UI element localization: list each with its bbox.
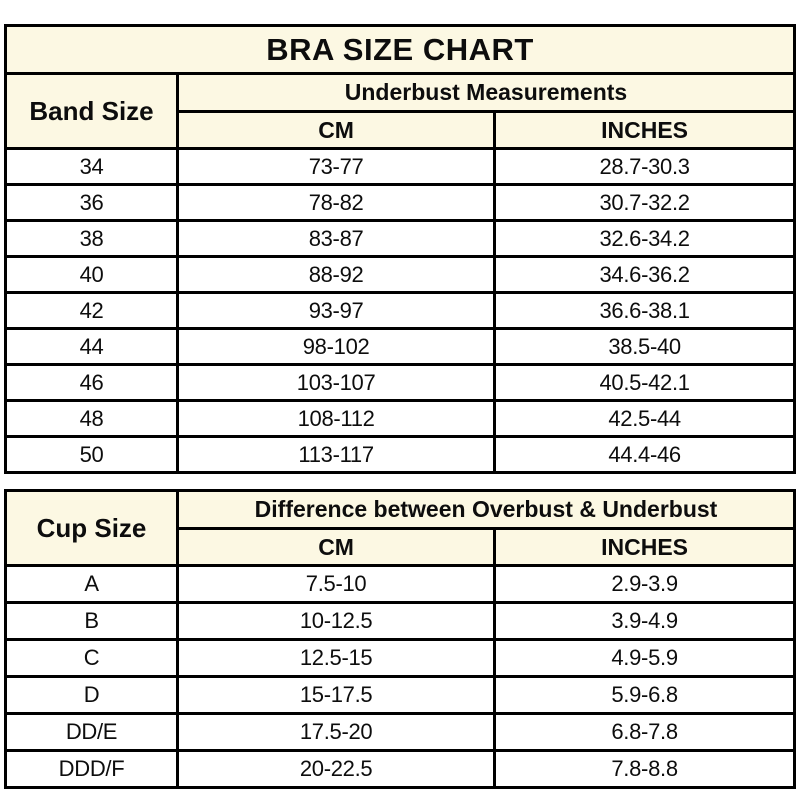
cup-size-table: Cup Size Difference between Overbust & U… [4, 489, 796, 789]
table-row: C 12.5-15 4.9-5.9 [4, 638, 796, 678]
table-row: 42 93-97 36.6-38.1 [4, 291, 796, 330]
band-size-cell: 42 [4, 291, 179, 330]
table-row: 50 113-117 44.4-46 [4, 435, 796, 474]
cm-cell: 20-22.5 [175, 749, 497, 789]
inches-cell: 4.9-5.9 [493, 638, 796, 678]
table-row: 36 78-82 30.7-32.2 [4, 183, 796, 222]
inches-cell: 42.5-44 [493, 399, 796, 438]
inches-cell: 28.7-30.3 [493, 147, 796, 186]
band-size-cell: 44 [4, 327, 179, 366]
cm-cell: 10-12.5 [175, 601, 497, 641]
cup-size-cell: B [4, 601, 179, 641]
inches-cell: 44.4-46 [493, 435, 796, 474]
cm-cell: 103-107 [175, 363, 497, 402]
inches-cell: 36.6-38.1 [493, 291, 796, 330]
cm-cell: 17.5-20 [175, 712, 497, 752]
band-size-cell: 40 [4, 255, 179, 294]
cup-size-cell: A [4, 564, 179, 604]
cup-size-cell: DD/E [4, 712, 179, 752]
table-row: 40 88-92 34.6-36.2 [4, 255, 796, 294]
table-row: 48 108-112 42.5-44 [4, 399, 796, 438]
table-row: A 7.5-10 2.9-3.9 [4, 564, 796, 604]
inches-cell: 7.8-8.8 [493, 749, 796, 789]
cm-cell: 93-97 [175, 291, 497, 330]
chart-title: BRA SIZE CHART [4, 24, 796, 75]
table-row: 34 73-77 28.7-30.3 [4, 147, 796, 186]
inches-column-header: INCHES [493, 110, 796, 150]
band-size-cell: 48 [4, 399, 179, 438]
table-row: 44 98-102 38.5-40 [4, 327, 796, 366]
title-row: BRA SIZE CHART [4, 24, 796, 75]
table-row: 46 103-107 40.5-42.1 [4, 363, 796, 402]
sub-header-row: CM INCHES [6, 527, 796, 567]
table-row: DD/E 17.5-20 6.8-7.8 [4, 712, 796, 752]
cm-cell: 88-92 [175, 255, 497, 294]
cm-cell: 7.5-10 [175, 564, 497, 604]
band-size-cell: 34 [4, 147, 179, 186]
band-size-cell: 50 [4, 435, 179, 474]
cup-size-cell: D [4, 675, 179, 715]
cup-size-cell: DDD/F [4, 749, 179, 789]
cm-cell: 113-117 [175, 435, 497, 474]
cm-cell: 108-112 [175, 399, 497, 438]
cm-column-header: CM [175, 110, 497, 150]
cm-cell: 12.5-15 [175, 638, 497, 678]
cm-cell: 78-82 [175, 183, 497, 222]
cm-cell: 73-77 [175, 147, 497, 186]
band-size-table: BRA SIZE CHART Band Size Underbust Measu… [4, 24, 796, 474]
table-row: D 15-17.5 5.9-6.8 [4, 675, 796, 715]
inches-column-header: INCHES [493, 527, 796, 567]
inches-cell: 2.9-3.9 [493, 564, 796, 604]
cm-column-header: CM [175, 527, 497, 567]
group-header-row: Cup Size Difference between Overbust & U… [4, 489, 796, 567]
inches-cell: 3.9-4.9 [493, 601, 796, 641]
cm-cell: 15-17.5 [175, 675, 497, 715]
table-row: DDD/F 20-22.5 7.8-8.8 [4, 749, 796, 789]
inches-cell: 30.7-32.2 [493, 183, 796, 222]
cup-table-wrapper: Cup Size Difference between Overbust & U… [4, 489, 796, 789]
cm-cell: 83-87 [175, 219, 497, 258]
inches-cell: 34.6-36.2 [493, 255, 796, 294]
cup-size-cell: C [4, 638, 179, 678]
inches-cell: 38.5-40 [493, 327, 796, 366]
difference-header: Difference between Overbust & Underbust [176, 489, 796, 530]
cm-cell: 98-102 [175, 327, 497, 366]
inches-cell: 40.5-42.1 [493, 363, 796, 402]
sub-header-row: CM INCHES [6, 110, 796, 150]
inches-cell: 32.6-34.2 [493, 219, 796, 258]
underbust-measurements-header: Underbust Measurements [176, 72, 796, 113]
cup-size-header: Cup Size [4, 489, 179, 567]
band-size-header: Band Size [4, 72, 179, 150]
inches-cell: 5.9-6.8 [493, 675, 796, 715]
band-size-cell: 38 [4, 219, 179, 258]
group-header-row: Band Size Underbust Measurements [4, 72, 796, 150]
inches-cell: 6.8-7.8 [493, 712, 796, 752]
table-row: 38 83-87 32.6-34.2 [4, 219, 796, 258]
band-size-cell: 36 [4, 183, 179, 222]
table-row: B 10-12.5 3.9-4.9 [4, 601, 796, 641]
band-size-cell: 46 [4, 363, 179, 402]
